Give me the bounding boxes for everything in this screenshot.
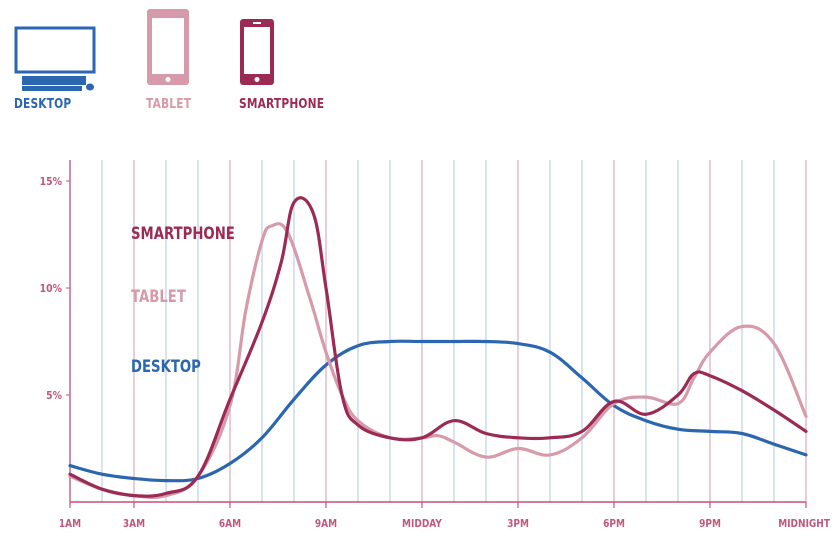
series-line-smartphone <box>68 196 808 498</box>
x-tick-label: 6AM <box>219 518 241 530</box>
tablet-icon <box>146 8 192 93</box>
y-tick-label: 10% <box>40 283 62 295</box>
series-label-tablet: TABLET <box>131 286 186 306</box>
legend-label-smartphone: SMARTPHONE <box>239 97 325 112</box>
desktop-monitor-icon <box>14 26 98 99</box>
x-ticks: 1AM 3AM 6AM 9AM MIDDAY 3PM 6PM 9PM MIDNIGHT <box>59 502 830 530</box>
axes <box>69 160 806 503</box>
x-tick-label: 1AM <box>59 518 81 530</box>
series <box>68 196 808 499</box>
x-tick-label: MIDDAY <box>402 518 443 530</box>
y-tick-label: 5% <box>46 390 62 402</box>
grid <box>69 160 807 502</box>
y-ticks: 15% 10% 5% <box>40 176 70 402</box>
x-tick-label: 6PM <box>603 518 625 530</box>
x-tick-label: 3PM <box>507 518 529 530</box>
x-tick-label: 9AM <box>315 518 337 530</box>
series-label-desktop: DESKTOP <box>131 356 201 376</box>
x-tick-label: MIDNIGHT <box>778 518 830 530</box>
legend-label-tablet: TABLET <box>146 97 192 112</box>
smartphone-icon <box>239 18 277 93</box>
y-tick-label: 15% <box>40 176 62 188</box>
x-tick-label: 9PM <box>699 518 721 530</box>
legend-label-desktop: DESKTOP <box>14 97 72 112</box>
series-label-smartphone: SMARTPHONE <box>131 223 235 243</box>
x-tick-label: 3AM <box>123 518 145 530</box>
series-labels: SMARTPHONE TABLET DESKTOP <box>131 223 235 376</box>
